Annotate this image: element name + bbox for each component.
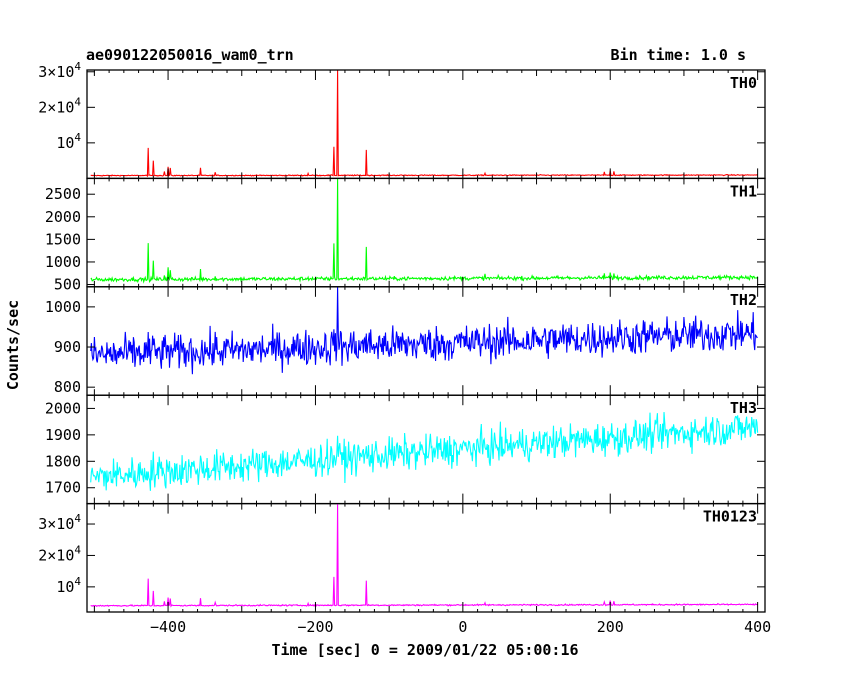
panel-label-th3: TH3 [730, 399, 757, 417]
series-line-th3 [90, 412, 759, 491]
panel-th1: 500 1000 1500 2000 2500 TH1 [45, 177, 766, 294]
x-tick-label: 200 [597, 618, 624, 636]
panel-th0: 104 2×104 3×104 TH0 [38, 60, 766, 180]
series-line-th1 [90, 178, 759, 284]
y-tick-label: 500 [54, 276, 81, 294]
x-tick-label: −200 [297, 618, 333, 636]
chart-title: ae090122050016_wam0_trn [86, 46, 294, 64]
y-tick-label: 3×104 [38, 512, 81, 533]
x-tick-label: 0 [458, 618, 467, 636]
y-tick-label: 1800 [45, 452, 81, 470]
panel-frame [86, 177, 766, 288]
panel-frame [86, 502, 766, 613]
y-tick-label: 2000 [45, 399, 81, 417]
y-tick-label: 104 [56, 131, 81, 152]
y-tick-label: 1000 [45, 298, 81, 316]
y-tick-label: 1500 [45, 230, 81, 248]
panel-th0123: 104 2×104 3×104 TH0123 [38, 502, 766, 613]
series-line-th2 [90, 286, 758, 375]
panel-label-th1: TH1 [730, 182, 757, 200]
y-tick-label: 104 [56, 575, 81, 596]
x-tick-label: 400 [744, 618, 771, 636]
panel-frame [86, 69, 766, 180]
y-tick-label: 1700 [45, 479, 81, 497]
panel-th3: 1700 1800 1900 2000 TH3 [45, 394, 766, 505]
panel-label-th0: TH0 [730, 74, 757, 92]
x-axis-label: Time [sec] 0 = 2009/01/22 05:00:16 [271, 641, 578, 659]
y-tick-label: 2×104 [38, 543, 81, 564]
y-tick-label: 2×104 [38, 95, 81, 116]
bin-time-label: Bin time: 1.0 s [611, 46, 746, 64]
y-tick-label: 900 [54, 338, 81, 356]
panel-label-th0123: TH0123 [703, 508, 757, 526]
y-tick-label: 800 [54, 378, 81, 396]
y-tick-label: 3×104 [38, 60, 81, 81]
y-tick-label: 1900 [45, 426, 81, 444]
y-tick-label: 2500 [45, 185, 81, 203]
series-line-th0123 [90, 503, 758, 608]
y-tick-label: 1000 [45, 253, 81, 271]
y-tick-label: 2000 [45, 208, 81, 226]
panel-th2: 800 900 1000 TH2 [45, 286, 766, 396]
x-tick-label: −400 [150, 618, 186, 636]
y-axis-label: Counts/sec [4, 300, 22, 390]
series-line-th0 [90, 69, 758, 178]
panel-label-th2: TH2 [730, 291, 757, 309]
